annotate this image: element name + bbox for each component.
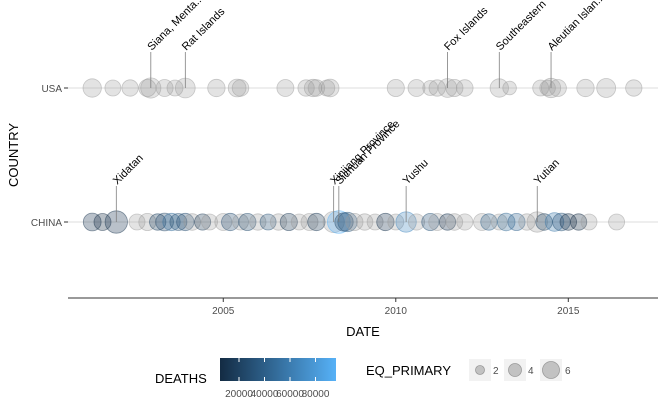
x-axis-title: DATE (346, 324, 380, 339)
legend-size-symbol-0 (475, 365, 485, 375)
legend-deaths-tick-label-0: 20000 (225, 389, 253, 400)
data-point-china-51 (569, 213, 588, 231)
data-point-china-38 (445, 213, 464, 231)
data-point-china-43 (497, 212, 516, 232)
data-point-china-7 (162, 212, 181, 232)
legend-deaths-tick-label-3: 80000 (302, 389, 330, 400)
data-point-china-3 (128, 213, 146, 231)
data-point-china-27 (337, 211, 358, 233)
y-tick-label-china: CHINA (31, 218, 62, 229)
data-point-usa-26 (532, 79, 550, 97)
legend-deaths-title: DEATHS (155, 371, 207, 386)
data-point-usa-17 (386, 79, 405, 98)
data-point-china-48 (544, 212, 565, 232)
data-point-china-44 (507, 212, 526, 231)
data-point-china-8 (169, 213, 188, 231)
data-point-usa-9 (227, 78, 247, 98)
event-label-2: Fox Islands (442, 5, 491, 54)
data-point-china-28 (345, 212, 364, 231)
data-point-usa-6 (166, 79, 184, 97)
data-point-china-0 (82, 212, 102, 232)
data-point-china-42 (490, 213, 508, 231)
data-point-usa-22 (445, 79, 464, 98)
data-point-china-20 (279, 212, 298, 231)
data-point-china-31 (376, 212, 395, 232)
data-point-china-11 (194, 213, 212, 231)
data-point-china-9 (176, 212, 195, 232)
data-point-usa-2 (121, 79, 139, 97)
legend-size-title: EQ_PRIMARY (366, 363, 451, 378)
data-point-china-29 (356, 213, 374, 231)
event-label-3: Southeastern (494, 0, 549, 53)
data-point-china-23 (307, 212, 326, 232)
data-point-china-22 (300, 213, 319, 231)
data-point-usa-10 (231, 79, 250, 97)
data-point-china-19 (269, 213, 288, 231)
data-point-usa-25 (502, 80, 517, 96)
data-point-china-52 (580, 213, 598, 231)
event-label-9: Yutian (532, 157, 562, 187)
data-point-usa-23 (456, 79, 474, 97)
event-label-5: Xidatan (111, 152, 146, 187)
y-axis-title: COUNTRY (6, 123, 21, 187)
legend-deaths-tick-label-2: 60000 (276, 389, 304, 400)
data-point-china-1 (93, 213, 112, 231)
data-point-china-21 (290, 213, 308, 231)
data-point-usa-31 (596, 78, 617, 98)
data-point-china-16 (238, 212, 257, 231)
data-point-china-34 (407, 213, 425, 231)
x-tick-label-1: 2010 (385, 306, 408, 317)
data-point-china-40 (473, 213, 491, 231)
data-point-usa-1 (104, 79, 122, 97)
data-point-china-12 (201, 213, 218, 231)
data-point-usa-11 (276, 79, 295, 97)
data-point-china-53 (608, 213, 625, 231)
data-point-china-13 (214, 213, 233, 231)
legend-size-label-2: 6 (565, 366, 571, 377)
data-point-china-10 (183, 213, 201, 231)
data-point-usa-18 (407, 79, 426, 97)
data-point-usa-27 (539, 79, 556, 97)
legend-size-symbol-2 (542, 361, 560, 379)
y-tick-label-usa: USA (41, 84, 62, 95)
data-point-china-5 (149, 213, 167, 231)
data-point-china-17 (249, 213, 267, 231)
event-label-4: Aleutian Islan... (546, 0, 608, 53)
data-point-china-37 (438, 213, 457, 231)
data-point-china-50 (559, 213, 578, 231)
data-point-usa-5 (155, 79, 174, 97)
legend-size-label-0: 2 (493, 366, 499, 377)
legend-deaths-tick-label-1: 40000 (251, 389, 279, 400)
data-point-china-39 (456, 213, 474, 231)
data-point-usa-29 (549, 79, 567, 97)
data-point-china-18 (259, 213, 277, 231)
data-point-china-15 (232, 213, 249, 231)
x-tick-label-0: 2005 (212, 306, 235, 317)
data-point-china-6 (155, 212, 174, 232)
event-label-7: Sichuan Province (333, 118, 402, 187)
data-point-china-30 (366, 213, 384, 231)
legend-size-symbol-1 (508, 363, 522, 377)
data-point-china-35 (421, 212, 440, 231)
data-point-usa-14 (307, 79, 326, 97)
x-tick-label-2: 2015 (557, 306, 580, 317)
event-label-8: Yushu (401, 157, 431, 187)
data-point-usa-16 (321, 78, 340, 98)
data-point-usa-30 (576, 78, 595, 98)
data-point-usa-8 (207, 78, 226, 98)
data-point-usa-0 (82, 78, 102, 98)
data-point-usa-32 (625, 79, 643, 97)
legend-size-label-1: 4 (528, 366, 534, 377)
legend-deaths-colorbar (220, 358, 336, 381)
data-point-usa-12 (297, 79, 315, 97)
